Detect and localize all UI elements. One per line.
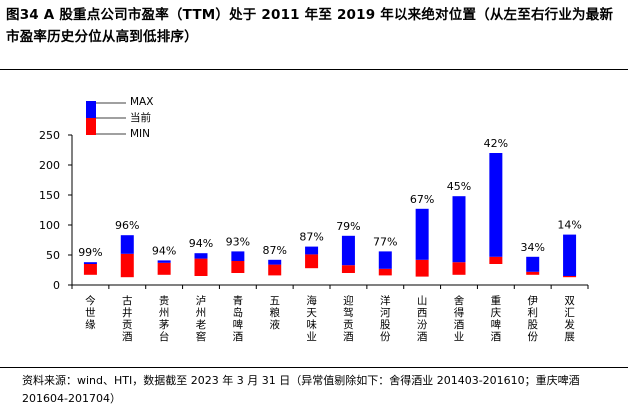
category-label-group: 今世缘 古井贡酒 贵州茅台 泸州老窖 青岛啤酒 五粮液 海天味业 迎驾贡酒 洋河股份 山西汾酒 舍得… xyxy=(85,294,575,343)
bar-current-to-max xyxy=(452,196,466,263)
y-tick-label: 150 xyxy=(39,189,60,202)
bar-current-to-max xyxy=(157,260,171,263)
percentile-label-group: 99% 96% 94% 94% 93% 87% 87% 79% 77% 67% 45% 42% 34% 1… xyxy=(78,137,582,259)
figure-title: 图34 A 股重点公司市盈率（TTM）处于 2011 年至 2019 年以来绝对… xyxy=(6,7,614,45)
bar-current-to-max xyxy=(268,259,282,265)
category-label: 重庆啤酒 xyxy=(491,294,502,343)
legend-entry: MAX xyxy=(130,96,153,108)
category-label: 今世缘 xyxy=(85,294,96,331)
percentile-label: 79% xyxy=(336,220,360,233)
category-label: 舍得酒业 xyxy=(454,294,465,343)
y-axis: 0 50 100 150 200 250 xyxy=(39,129,589,292)
category-label: 贵州茅台 xyxy=(159,294,170,343)
bar-min-to-current xyxy=(526,271,540,275)
y-tick-label: 100 xyxy=(39,219,60,232)
bar-min-to-current xyxy=(305,254,319,269)
title-divider xyxy=(0,69,628,70)
bar-current-to-max xyxy=(489,153,503,257)
legend-swatch-max xyxy=(86,101,96,118)
category-label: 伊利股份 xyxy=(527,295,538,343)
y-tick-label: 200 xyxy=(39,159,60,172)
y-tick-label: 250 xyxy=(39,129,60,142)
category-label: 洋河股份 xyxy=(380,294,391,343)
category-label: 古井贡酒 xyxy=(122,294,133,343)
bar-min-to-current xyxy=(378,268,392,276)
bar-min-to-current xyxy=(268,264,282,276)
percentile-label: 96% xyxy=(115,219,139,232)
bar-min-to-current xyxy=(341,265,355,273)
bar-current-to-max xyxy=(563,234,577,276)
bar-min-to-current xyxy=(489,256,503,264)
category-label: 五粮液 xyxy=(269,295,280,331)
bar-current-to-max xyxy=(120,235,134,254)
bar-current-to-max xyxy=(341,235,355,266)
percentile-label: 34% xyxy=(520,241,544,254)
bar-current-to-max xyxy=(194,253,208,259)
bar-min-to-current xyxy=(415,259,429,277)
bar-min-to-current xyxy=(120,253,134,278)
bar-group xyxy=(83,153,577,278)
y-tick-label: 50 xyxy=(46,249,60,262)
percentile-label: 99% xyxy=(78,246,102,259)
bar-current-to-max xyxy=(231,251,245,261)
percentile-label: 42% xyxy=(484,137,508,150)
source-divider xyxy=(0,367,628,368)
bar-min-to-current xyxy=(452,262,466,275)
bar-min-to-current xyxy=(83,264,97,275)
y-tick-label: 0 xyxy=(53,279,60,292)
chart-legend: MAX 当前 MIN xyxy=(86,96,153,140)
percentile-label: 77% xyxy=(373,235,397,248)
percentile-label: 87% xyxy=(262,244,286,257)
bar-min-to-current xyxy=(157,262,171,275)
category-label: 青岛啤酒 xyxy=(233,294,244,343)
bar-current-to-max xyxy=(415,208,429,260)
category-label: 迎驾贡酒 xyxy=(343,295,354,343)
percentile-label: 14% xyxy=(557,219,581,232)
bar-current-to-max xyxy=(378,251,392,269)
legend-swatch-current xyxy=(86,118,96,135)
legend-entry: MIN xyxy=(130,128,150,140)
source-note: 资料来源：wind、HTI，数据截至 2023 年 3 月 31 日（异常值剔除… xyxy=(22,374,580,405)
category-label: 山西汾酒 xyxy=(417,295,428,343)
bar-current-to-max xyxy=(83,262,97,264)
bar-current-to-max xyxy=(305,246,319,255)
percentile-label: 94% xyxy=(152,244,176,257)
percentile-label: 93% xyxy=(226,235,250,248)
percentile-label: 45% xyxy=(447,180,471,193)
category-label: 双汇发展 xyxy=(564,295,575,343)
category-label: 泸州老窖 xyxy=(196,295,207,343)
bar-min-to-current xyxy=(194,258,208,276)
percentile-label: 87% xyxy=(299,231,323,244)
category-label: 海天味业 xyxy=(306,294,317,343)
bar-min-to-current xyxy=(231,261,245,273)
bar-min-to-current xyxy=(563,276,577,278)
percentile-label: 94% xyxy=(189,237,213,250)
bar-current-to-max xyxy=(526,256,540,272)
legend-entry: 当前 xyxy=(130,111,151,124)
percentile-label: 67% xyxy=(410,193,434,206)
